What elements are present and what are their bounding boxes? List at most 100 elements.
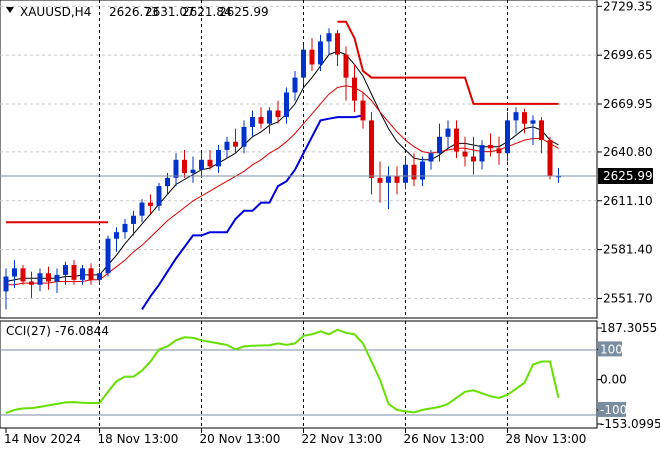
candle-body [352, 77, 357, 101]
candle-body [369, 120, 374, 178]
time-tick-label: 20 Nov 13:00 [200, 432, 281, 446]
time-tick-label: 14 Nov 2024 [4, 432, 81, 446]
candle-body [122, 223, 128, 233]
price-tick-label: 2551.70 [603, 291, 653, 305]
candle-body [46, 273, 51, 282]
candle-body [326, 33, 332, 42]
symbol-timeframe: XAUUSD,H4 [20, 5, 91, 19]
candle-body [190, 169, 196, 173]
ohlc-high: 2631.07 [145, 5, 195, 19]
candle-body [471, 156, 476, 162]
price-tick-label: 2640.80 [603, 145, 653, 159]
candle-body [20, 268, 26, 282]
candle-body [258, 117, 264, 124]
candle-body [54, 274, 60, 282]
candle-body [335, 33, 340, 55]
price-tick-label: 2729.35 [603, 0, 653, 13]
candle-body [131, 215, 136, 224]
candle-body [80, 268, 85, 280]
candle-body [394, 176, 400, 183]
candle-body [97, 273, 102, 280]
cci-level-box [598, 401, 626, 417]
candle-body [156, 186, 162, 206]
candle-body [530, 120, 536, 124]
candle-body [377, 177, 383, 183]
candle-body [199, 159, 204, 170]
candle-body [275, 110, 281, 118]
candle-body [539, 120, 544, 141]
candle-body [250, 117, 255, 127]
candle-body [360, 100, 366, 121]
last-price-label: 2625.99 [603, 169, 653, 183]
candle-body [309, 49, 315, 65]
candle-body [29, 281, 34, 285]
candle-body [420, 161, 425, 180]
collapse-triangle-icon[interactable] [6, 7, 14, 13]
price-tick-label: 2611.10 [603, 194, 653, 208]
candle-body [63, 265, 68, 275]
cci-value: -76.0844 [55, 324, 109, 338]
candle-body [114, 232, 119, 239]
candle-body [224, 141, 230, 150]
time-axis: 14 Nov 2024 18 Nov 13:00 20 Nov 13:00 22 No… [4, 428, 586, 446]
candle-body [318, 41, 323, 65]
candle-body [3, 276, 9, 292]
cci-tick-label: -100 [600, 403, 627, 417]
candle-body [479, 145, 485, 162]
time-tick-label: 26 Nov 13:00 [404, 432, 485, 446]
candle-body [301, 49, 306, 78]
candle-body [165, 177, 170, 187]
last-price-box [598, 168, 653, 184]
candle-body [173, 159, 179, 178]
candle-body [241, 126, 247, 147]
candles [3, 28, 561, 310]
candle-body [522, 112, 527, 124]
cci-level-box [598, 341, 622, 357]
price-axis: 2729.35 2699.65 2669.95 2640.80 2611.10 2581.… [597, 0, 653, 305]
candle-body [139, 202, 145, 216]
price-tick-label: 2699.65 [603, 48, 653, 62]
candle-body [292, 77, 298, 93]
cci-label: CCI(27) [6, 324, 51, 338]
candle-body [216, 149, 221, 167]
candle-body [488, 145, 493, 149]
candle-body [462, 151, 468, 157]
cci-tick-label: 187.3055 [600, 321, 657, 335]
candle-body [207, 159, 213, 167]
candle-body [496, 148, 502, 154]
cci-line [5, 328, 560, 414]
price-tick-label: 2669.95 [603, 97, 653, 111]
candle-body [105, 238, 111, 274]
ohlc-close: 2625.99 [219, 5, 269, 19]
cci-axis: 187.3055 100 0.00 -100-153.0995 [597, 321, 660, 431]
candle-body [437, 136, 442, 154]
candle-body [267, 110, 272, 124]
candle-body [37, 273, 43, 285]
chart-header: XAUUSD,H4 2626.73 2631.07 2621.84 2625.9… [6, 5, 269, 19]
candle-body [284, 92, 289, 118]
lower-channel [141, 114, 364, 310]
candle-body [428, 153, 434, 162]
candle-body [233, 141, 238, 147]
time-tick-label: 18 Nov 13:00 [98, 432, 179, 446]
cci-tick-label: -153.0995 [600, 417, 660, 431]
cci-panel [0, 320, 598, 429]
candle-body [343, 54, 349, 78]
candle-body [505, 120, 510, 154]
candle-body [403, 164, 408, 183]
candle-body [386, 176, 391, 183]
cci-tick-label: 100 [600, 342, 623, 356]
upper-channel [337, 20, 559, 105]
candle-body [445, 128, 451, 137]
cci-tick-label: 0.00 [600, 373, 627, 387]
time-tick-label: 28 Nov 13:00 [506, 432, 587, 446]
price-tick-label: 2581.40 [603, 243, 653, 257]
time-tick-label: 22 Nov 13:00 [302, 432, 383, 446]
candle-body [148, 202, 153, 206]
candle-body [12, 268, 17, 277]
ohlc-open: 2626.73 [109, 5, 159, 19]
candle-body [454, 128, 459, 152]
candle-body [513, 112, 519, 121]
candle-body [88, 268, 94, 280]
